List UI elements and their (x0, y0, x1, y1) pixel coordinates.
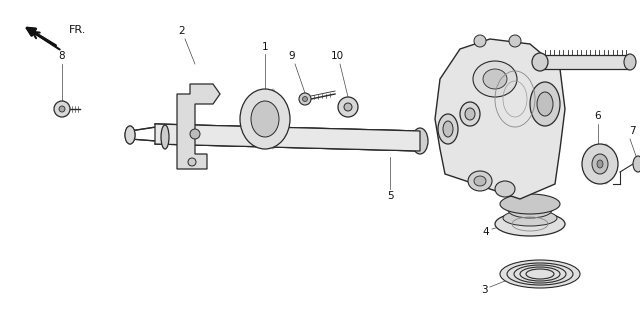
Text: 5: 5 (387, 191, 394, 201)
Ellipse shape (483, 69, 507, 89)
Ellipse shape (161, 125, 169, 149)
Ellipse shape (125, 126, 135, 144)
Text: FR.: FR. (69, 25, 86, 35)
Ellipse shape (508, 202, 552, 218)
Circle shape (509, 35, 521, 47)
Circle shape (190, 129, 200, 139)
Ellipse shape (495, 181, 515, 197)
PathPatch shape (540, 55, 630, 69)
Text: 1: 1 (262, 42, 268, 52)
Ellipse shape (438, 114, 458, 144)
Circle shape (338, 97, 358, 117)
Circle shape (299, 93, 311, 105)
Ellipse shape (412, 128, 428, 154)
Ellipse shape (624, 54, 636, 70)
Circle shape (303, 97, 307, 101)
Ellipse shape (473, 61, 517, 97)
Circle shape (59, 106, 65, 112)
Ellipse shape (530, 82, 560, 126)
Text: 4: 4 (483, 227, 490, 237)
Circle shape (188, 158, 196, 166)
Text: 2: 2 (179, 26, 186, 36)
PathPatch shape (155, 124, 420, 151)
Ellipse shape (500, 194, 560, 214)
Ellipse shape (460, 102, 480, 126)
Ellipse shape (537, 92, 553, 116)
Ellipse shape (532, 53, 548, 71)
Ellipse shape (240, 89, 290, 149)
Ellipse shape (602, 144, 610, 184)
Text: 3: 3 (481, 285, 487, 295)
Text: 7: 7 (628, 126, 636, 136)
Ellipse shape (597, 160, 603, 168)
PathPatch shape (177, 84, 220, 169)
Circle shape (54, 101, 70, 117)
Ellipse shape (125, 126, 135, 144)
Ellipse shape (465, 108, 475, 120)
Ellipse shape (474, 176, 486, 186)
Circle shape (474, 35, 486, 47)
Ellipse shape (443, 121, 453, 137)
Ellipse shape (468, 171, 492, 191)
Ellipse shape (582, 144, 618, 184)
Text: 6: 6 (595, 111, 602, 121)
Ellipse shape (495, 212, 565, 236)
Ellipse shape (268, 89, 278, 149)
Text: 9: 9 (289, 51, 295, 61)
Ellipse shape (592, 154, 608, 174)
Text: 8: 8 (59, 51, 65, 61)
PathPatch shape (435, 39, 565, 199)
Ellipse shape (500, 260, 580, 288)
Circle shape (344, 103, 352, 111)
Ellipse shape (633, 156, 640, 172)
Ellipse shape (251, 101, 279, 137)
Text: 10: 10 (330, 51, 344, 61)
Ellipse shape (503, 210, 557, 226)
